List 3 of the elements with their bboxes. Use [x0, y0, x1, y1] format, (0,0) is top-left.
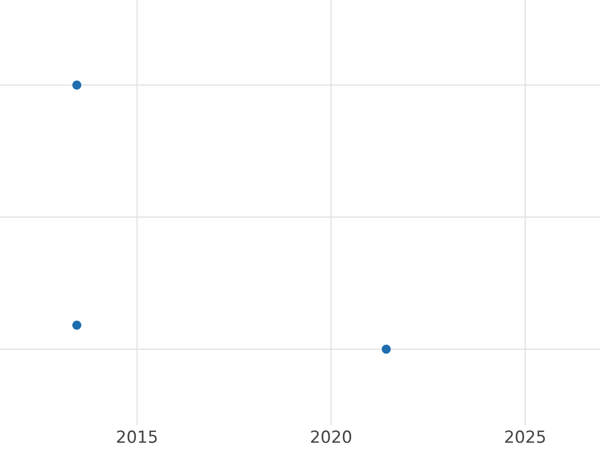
x-tick-label: 2025 — [505, 430, 545, 444]
x-tick-label: 2015 — [117, 430, 157, 444]
x-tick-label: 2020 — [311, 430, 352, 444]
